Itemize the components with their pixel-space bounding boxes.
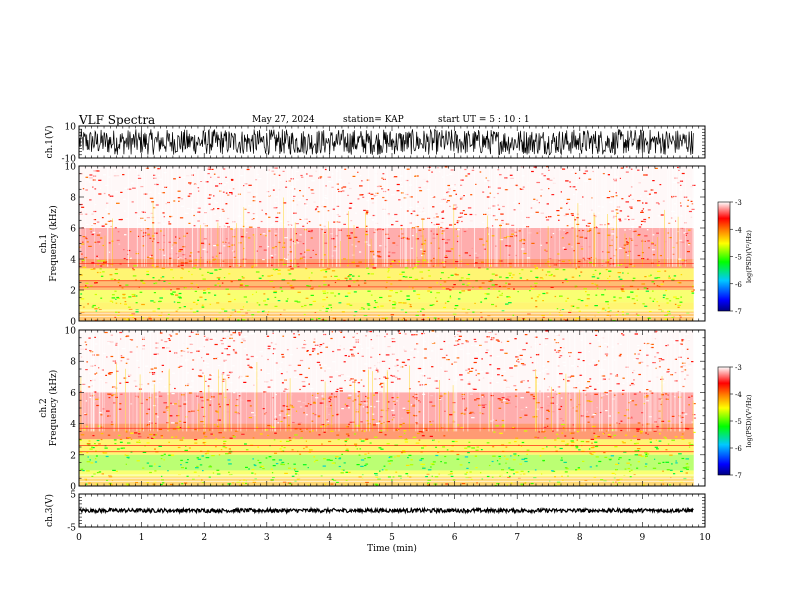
ch1-spectrogram-ytick-label: 4	[70, 256, 76, 266]
ch2-spectrogram-colorbar-gradient	[717, 366, 731, 476]
ch2-spectrogram-impulse-streaks	[79, 330, 695, 482]
ch1-spectrogram-band-texture-2	[80, 290, 695, 304]
ch2-spectrogram-colorbar-tick: -3	[735, 364, 742, 372]
x-tick-label: 5	[389, 533, 395, 543]
ch1-spectrogram-colorbar-tick: -4	[735, 226, 742, 234]
ch2-spectrogram-colorbar-tick: -6	[735, 445, 742, 453]
ch1-spectrogram-impulse-streaks	[79, 166, 694, 317]
ch2-spectrogram-ytick-label: 10	[65, 327, 77, 337]
ch3-waveform-ytick-label: 5	[70, 491, 76, 501]
ch2-spectrogram-colorbar-tick: -4	[735, 391, 742, 399]
x-tick-label: 0	[76, 533, 82, 543]
x-tick-label: 2	[201, 533, 207, 543]
ch1-waveform-ytick-label: -10	[62, 155, 77, 165]
ch2-spectrogram-colorbar: -3 -4 -5 -6 -7 log(PSD)(V²/Hz)	[717, 364, 753, 480]
ch1-spectrogram-band-2	[79, 290, 694, 303]
ch1-spectrogram-ytick-label: 8	[70, 194, 76, 204]
ch1-spectrogram-band-texture-5	[81, 259, 687, 270]
ch3-waveform-y-axis-label: ch.3(V)	[44, 494, 55, 527]
ch2-spectrogram-band-3	[79, 439, 694, 455]
ch3-waveform-x-ticks	[78, 494, 706, 527]
ch2-spectrogram-y-ticks	[79, 329, 705, 487]
x-tick-label: 1	[139, 533, 145, 543]
ch3-waveform-ytick-label: -5	[67, 524, 76, 534]
ch2-spectrogram-band-5	[79, 392, 694, 424]
ch1-waveform-ytick-label: 10	[65, 123, 77, 133]
ch1-spectrogram-colorbar-tick: -7	[735, 308, 742, 316]
x-tick-label: 3	[264, 533, 270, 543]
ch3-waveform-trace	[79, 506, 694, 515]
ch2-spectrogram-colorbar-tick: -7	[735, 472, 742, 480]
ch1-spectrogram-ytick-label: 10	[65, 163, 77, 173]
start-time-label: start UT = 5 : 10 : 1	[438, 115, 530, 125]
ch1-spectrogram-colorbar-gradient	[717, 201, 731, 312]
ch2-spectrogram-ytick-label: 2	[70, 451, 76, 461]
ch1-spectrogram-colorbar-tick: -3	[735, 199, 742, 207]
ch3-waveform-y-ticks	[79, 493, 705, 528]
x-axis-label: Time (min)	[367, 543, 417, 554]
ch2-spectrogram-band-texture-3	[79, 439, 694, 456]
ch1-waveform-y-ticks	[79, 125, 705, 159]
ch2-spectrogram-ytick-label: 6	[70, 389, 76, 399]
ch1-waveform-x-ticks	[78, 126, 706, 158]
ch1-spectrogram-y-axis-label: ch.1Frequency (kHz)	[39, 205, 59, 282]
ch1-spectrogram-band-3	[79, 280, 694, 290]
ch1-spectrogram-colorbar: -3 -4 -5 -6 -7 log(PSD)(V²/Hz)	[717, 199, 753, 316]
x-tick-label: 10	[699, 533, 711, 543]
ch1-waveform-trace	[79, 128, 694, 156]
ch1-spectrogram-colorbar-label: log(PSD)(V²/Hz)	[745, 230, 753, 283]
figure-title: VLF Spectra	[79, 113, 156, 127]
x-tick-label: 4	[327, 533, 333, 543]
ch2-spectrogram-colorbar-tick: -5	[735, 418, 742, 426]
x-tick-label: 8	[577, 533, 583, 543]
x-tick-label: 6	[452, 533, 458, 543]
ch2-spectrogram-band-2	[79, 454, 694, 471]
ch2-spectrogram-band-1	[79, 470, 694, 477]
ch1-spectrogram-ytick-label: 0	[70, 318, 76, 328]
ch2-spectrogram-ytick-label: 8	[70, 358, 76, 368]
ch1-waveform-y-axis-label: ch.1(V)	[44, 126, 55, 159]
ch1-spectrogram-band-1	[79, 302, 694, 312]
ch2-spectrogram-x-ticks	[78, 330, 706, 486]
ch2-spectrogram-ytick-label: 0	[70, 483, 76, 493]
ch1-spectrogram-x-ticks	[78, 166, 706, 321]
x-tick-label: 7	[514, 533, 520, 543]
ch2-spectrogram-y-axis-label: ch.2Frequency (kHz)	[39, 370, 59, 447]
x-tick-label: 9	[640, 533, 646, 543]
ch2-spectrogram-colorbar-label: log(PSD)(V²/Hz)	[745, 394, 753, 447]
date-label: May 27, 2024	[252, 115, 315, 125]
station-label: station= KAP	[343, 115, 404, 125]
ch1-spectrogram-colorbar-tick: -6	[735, 281, 742, 289]
ch1-spectrogram-ytick-label: 2	[70, 287, 76, 297]
ch1-spectrogram-ytick-label: 6	[70, 225, 76, 235]
ch2-spectrogram-ytick-label: 4	[70, 420, 76, 430]
ch1-spectrogram-colorbar-tick: -5	[735, 254, 742, 262]
ch2-spectrogram-band-texture-2	[80, 454, 690, 472]
ch1-spectrogram-y-ticks	[79, 165, 705, 322]
